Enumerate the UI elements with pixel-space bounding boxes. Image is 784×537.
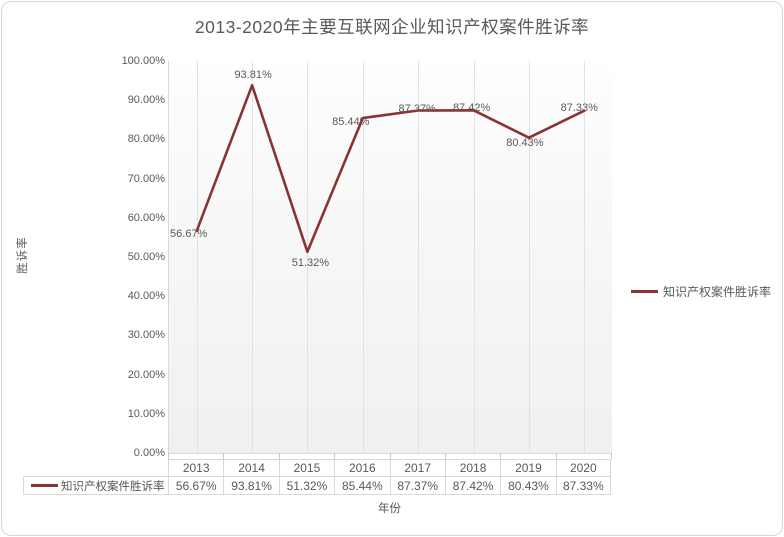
table-year-cell: 2019 (500, 460, 556, 476)
table-value-cell: 87.33% (555, 477, 611, 494)
y-axis-tick-label: 60.00% (127, 211, 165, 224)
data-label: 93.81% (234, 69, 272, 82)
x-axis-tick (611, 453, 612, 459)
gridline (584, 61, 586, 453)
y-axis-tick-label: 10.00% (127, 407, 165, 420)
legend-label: 知识产权案件胜诉率 (663, 285, 772, 299)
table-value-cell: 93.81% (223, 477, 279, 494)
series-line (195, 83, 586, 254)
y-axis-tick-label: 0.00% (133, 447, 165, 459)
x-axis-tick (444, 453, 446, 459)
data-label: 87.33% (560, 101, 598, 114)
gridline (473, 61, 475, 453)
table-value-cell: 51.32% (278, 477, 335, 494)
legend: 知识产权案件胜诉率 (631, 283, 771, 300)
gridline (528, 61, 530, 453)
series-key-line-swatch-icon (31, 484, 58, 487)
data-label: 87.42% (452, 102, 491, 115)
y-axis-tick-label: 80.00% (127, 133, 165, 146)
table-year-cell: 2016 (334, 460, 390, 476)
y-axis-tick-label: 50.00% (127, 251, 165, 263)
data-label: 85.44% (332, 116, 370, 129)
data-table-years-row: 2013 2014 2015 2016 2017 2018 2019 2020 (168, 459, 611, 476)
gridline (252, 61, 254, 453)
chart-title: 2013-2020年主要互联网企业知识产权案件胜诉率 (194, 17, 590, 37)
table-year-cell: 2020 (555, 460, 611, 476)
table-value-cell: 80.43% (500, 477, 556, 494)
plot-area (168, 61, 612, 454)
gridline (362, 61, 364, 453)
x-axis-tick (500, 453, 502, 459)
table-year-cell: 2013 (168, 460, 224, 476)
table-year-cell: 2015 (278, 460, 335, 476)
data-table-values-row: 知识产权案件胜诉率 56.67% 93.81% 51.32% 85.44% 87.37% 8… (23, 476, 611, 495)
table-year-cell: 2017 (389, 460, 445, 476)
gridline (307, 61, 309, 453)
table-series-key-cell: 知识产权案件胜诉率 (23, 477, 168, 494)
x-axis-tick (555, 453, 557, 459)
table-value-cell: 85.44% (334, 477, 390, 494)
table-value-cell: 87.37% (389, 477, 445, 494)
y-axis-tick-label: 20.00% (127, 368, 165, 381)
y-axis-tick-label: 90.00% (127, 94, 165, 107)
x-axis-tick (278, 453, 280, 459)
legend-line-swatch-icon (631, 290, 658, 293)
table-value-cell: 87.42% (444, 477, 501, 494)
x-axis-tick (334, 453, 336, 459)
y-axis-tick-label: 30.00% (127, 329, 165, 342)
table-year-cell: 2014 (223, 460, 279, 476)
gridline (196, 61, 198, 453)
table-value-cell: 56.67% (168, 477, 224, 494)
data-label: 87.37% (398, 102, 436, 115)
x-axis-title: 年份 (378, 503, 401, 515)
y-axis-title: 胜诉率 (17, 236, 29, 274)
data-label: 80.43% (506, 136, 544, 149)
y-axis-tick-label: 40.00% (127, 290, 165, 303)
x-axis-tick (168, 453, 169, 459)
data-label: 56.67% (170, 227, 208, 240)
y-axis-tick-label: 70.00% (127, 172, 165, 185)
y-axis-tick-label: 100.00% (121, 55, 165, 67)
table-year-cell: 2018 (444, 460, 501, 476)
x-axis-tick (389, 453, 391, 459)
gridline (418, 61, 420, 453)
series-key-label: 知识产权案件胜诉率 (61, 480, 165, 493)
x-axis-tick (223, 453, 225, 459)
data-label: 51.32% (291, 256, 330, 269)
